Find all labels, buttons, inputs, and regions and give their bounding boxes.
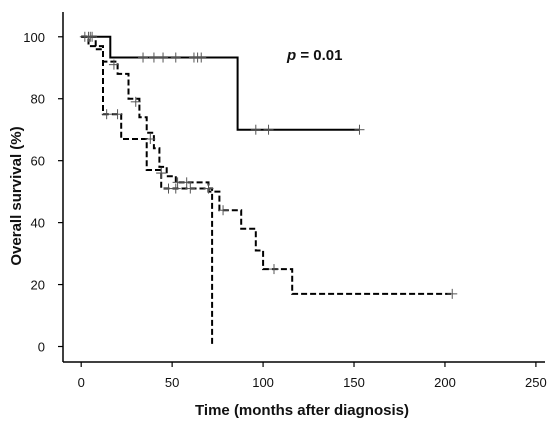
y-tick-label: 80	[31, 92, 45, 107]
y-axis-title: Overall survival (%)	[8, 126, 25, 265]
y-ticks: 0 20 40 60 80 100	[23, 30, 63, 355]
p-value-annotation: p = 0.01	[286, 47, 342, 64]
axes	[62, 12, 545, 363]
censor-mark	[354, 124, 365, 135]
censor-mark	[112, 109, 123, 120]
series-layer	[81, 35, 453, 347]
series-line-3	[81, 35, 214, 347]
censor-mark	[158, 52, 169, 63]
censor-layer	[79, 31, 458, 299]
censor-mark	[203, 183, 214, 194]
y-tick-label: 100	[23, 30, 45, 45]
x-tick-label: 50	[165, 375, 179, 390]
censor-mark	[218, 205, 229, 216]
x-tick-label: 100	[252, 375, 274, 390]
censor-mark	[101, 109, 112, 120]
y-tick-label: 40	[31, 216, 45, 231]
censor-mark	[85, 31, 96, 42]
censor-mark	[181, 177, 192, 188]
censor-mark	[170, 52, 181, 63]
y-tick-label: 60	[31, 154, 45, 169]
censor-mark	[108, 59, 119, 70]
y-tick-label: 20	[31, 278, 45, 293]
x-tick-label: 250	[525, 375, 547, 390]
y-tick-label: 0	[38, 340, 45, 355]
censor-mark	[268, 264, 279, 275]
censor-mark	[130, 96, 141, 107]
censor-mark	[145, 133, 156, 144]
censor-mark	[263, 124, 274, 135]
x-tick-label: 0	[78, 375, 85, 390]
censor-mark	[185, 183, 196, 194]
censor-mark	[138, 52, 149, 63]
censor-mark	[172, 177, 183, 188]
censor-mark	[148, 52, 159, 63]
x-tick-label: 150	[343, 375, 365, 390]
censor-mark	[250, 124, 261, 135]
x-axis-title: Time (months after diagnosis)	[195, 402, 409, 419]
x-tick-label: 200	[434, 375, 456, 390]
censor-mark	[447, 288, 458, 299]
series-line-2	[81, 35, 453, 295]
censor-mark	[170, 183, 181, 194]
censor-mark	[156, 168, 167, 179]
censor-mark	[196, 52, 207, 63]
x-ticks: 0 50 100 150 200 250	[78, 362, 547, 390]
p-value-text: = 0.01	[296, 47, 342, 64]
p-value-symbol: p	[286, 47, 296, 64]
